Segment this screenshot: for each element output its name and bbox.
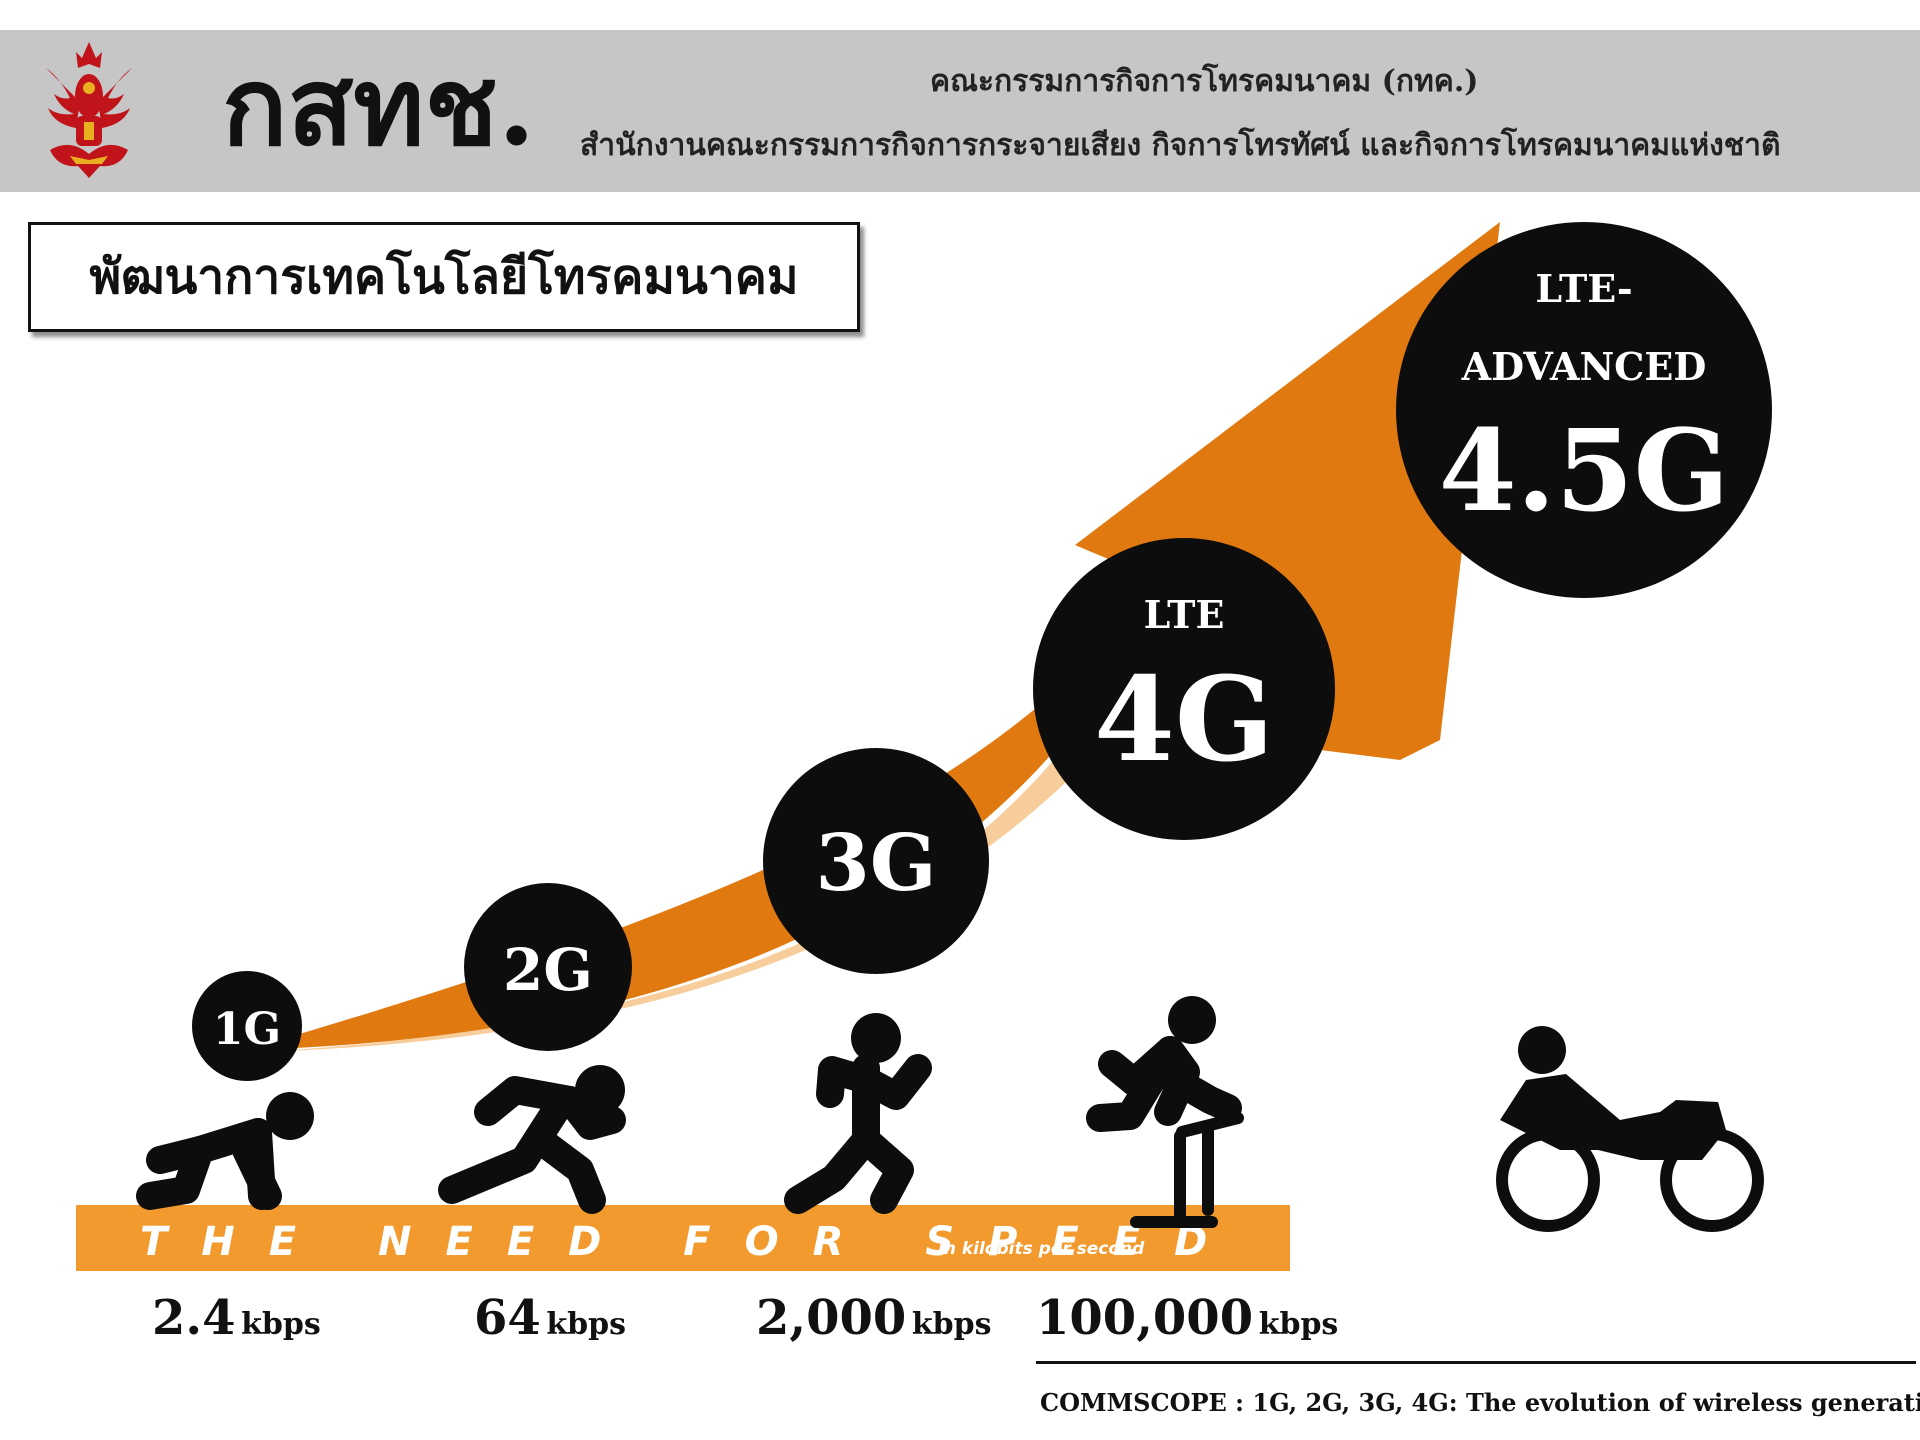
speed-2g: 64 kbps: [474, 1290, 626, 1346]
gen-sub2-45g: ADVANCED: [1461, 344, 1707, 389]
committee-name: คณะกรรมการกิจการโทรคมนาคม (กทค.): [930, 64, 1479, 99]
banner-subtext: in kilobits per second: [938, 1239, 1145, 1259]
growth-arrow-highlight: [260, 740, 1100, 1052]
gen-label-4g: 4G: [1094, 652, 1274, 788]
office-name: สำนักงานคณะกรรมการกิจการกระจายเสียง กิจก…: [580, 128, 1781, 163]
gen-sub1-45g: LTE-: [1535, 266, 1632, 311]
gen-label-3g: 3G: [816, 818, 937, 909]
speed-value-4g: 100,000: [1036, 1290, 1254, 1346]
garuda-emblem-icon: [46, 42, 132, 178]
gen-label-2g: 2G: [503, 936, 593, 1004]
motorcycle-icon: [1496, 1026, 1764, 1232]
slide-title: พัฒนาการเทคโนโลยีโทรคมนาคม: [89, 249, 799, 305]
gen-label-1g: 1G: [213, 1004, 281, 1055]
gen-circle-45g: [1396, 222, 1772, 598]
source-citation: COMMSCOPE : 1G, 2G, 3G, 4G: The evolutio…: [1040, 1388, 1920, 1417]
gen-circle-3g: [763, 748, 989, 974]
gen-label-45g: 4.5G: [1439, 406, 1730, 537]
gen-circle-1g: [192, 971, 302, 1081]
running-person-icon: [784, 1013, 932, 1214]
gen-circle-4g: [1033, 538, 1335, 840]
speed-value-3g: 2,000: [756, 1290, 907, 1346]
speed-3g: 2,000 kbps: [756, 1290, 992, 1346]
speed-unit-2g: kbps: [546, 1307, 627, 1342]
source-divider: [1036, 1361, 1916, 1364]
speed-1g: 2.4 kbps: [152, 1290, 321, 1346]
speed-value-2g: 64: [474, 1290, 541, 1346]
speed-unit-1g: kbps: [241, 1307, 321, 1342]
gen-sub-4g: LTE: [1144, 592, 1225, 637]
header-bar: [0, 30, 1920, 192]
speed-unit-3g: kbps: [911, 1307, 992, 1342]
speed-banner: [76, 1205, 1290, 1271]
speed-4g: 100,000 kbps: [1036, 1290, 1338, 1346]
walking-person-icon: [438, 1065, 626, 1214]
gen-circle-2g: [464, 883, 632, 1051]
crawling-person-icon: [136, 1092, 314, 1210]
hurdling-person-icon: [1086, 996, 1244, 1228]
speed-value-1g: 2.4: [152, 1290, 236, 1346]
banner-text: THE NEED FOR SPEED: [140, 1219, 1241, 1265]
title-box: พัฒนาการเทคโนโลยีโทรคมนาคม: [28, 222, 860, 332]
agency-abbreviation: กสทช.: [222, 44, 536, 170]
speed-unit-4g: kbps: [1258, 1307, 1339, 1342]
